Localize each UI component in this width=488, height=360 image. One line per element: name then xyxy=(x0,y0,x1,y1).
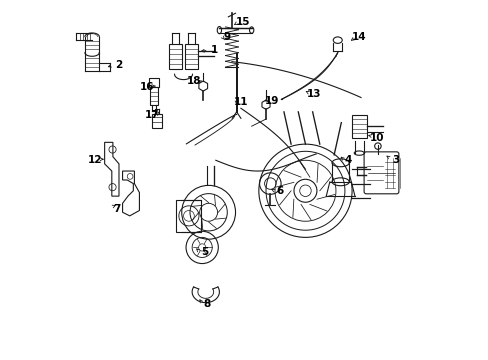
Text: 6: 6 xyxy=(275,186,283,197)
Text: 3: 3 xyxy=(391,155,399,165)
Text: 16: 16 xyxy=(140,82,154,92)
Text: 12: 12 xyxy=(87,155,102,165)
Bar xyxy=(152,114,162,128)
Text: 7: 7 xyxy=(113,204,121,214)
Bar xyxy=(351,114,366,138)
Text: 8: 8 xyxy=(203,299,210,309)
Bar xyxy=(149,78,159,87)
Bar xyxy=(150,87,158,105)
Text: 10: 10 xyxy=(369,133,384,143)
Text: 1: 1 xyxy=(210,45,217,55)
Text: 5: 5 xyxy=(200,247,207,257)
Bar xyxy=(184,44,198,69)
Bar xyxy=(168,44,182,69)
Text: 19: 19 xyxy=(265,96,279,106)
Text: 9: 9 xyxy=(224,32,230,41)
Text: 18: 18 xyxy=(186,76,201,86)
Text: 11: 11 xyxy=(233,97,247,107)
Text: 2: 2 xyxy=(114,60,122,70)
Text: 17: 17 xyxy=(144,110,159,120)
Text: 14: 14 xyxy=(351,32,366,42)
Bar xyxy=(176,200,201,232)
Text: 13: 13 xyxy=(306,89,321,99)
Text: 15: 15 xyxy=(235,17,249,27)
Text: 4: 4 xyxy=(344,155,351,165)
